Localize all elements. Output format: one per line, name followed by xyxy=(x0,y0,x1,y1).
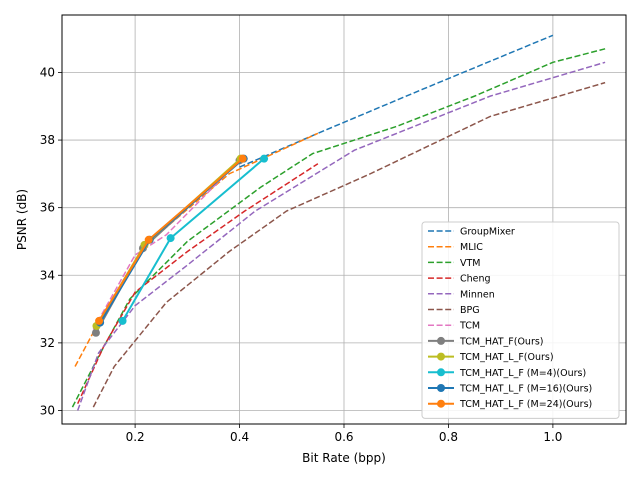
legend-marker xyxy=(437,384,445,392)
x-tick-label: 0.6 xyxy=(334,430,353,444)
legend-marker xyxy=(437,399,445,408)
legend-entry: GroupMixer xyxy=(460,227,515,238)
data-point-tcm-hat-l-f-m-24-ours xyxy=(144,235,153,244)
y-tick-label: 32 xyxy=(40,336,55,350)
series-line-tcm-hat-l-f-m-4-ours xyxy=(121,157,265,322)
series-line-groupmixer xyxy=(239,34,554,168)
data-point-tcm-hat-l-f-m-24-ours xyxy=(95,316,104,325)
legend-entry: Cheng xyxy=(460,274,491,285)
legend-entry: TCM xyxy=(459,321,480,332)
legend-entry: TCM_HAT_F(Ours) xyxy=(459,336,544,347)
data-point-tcm-hat-f-ours xyxy=(91,328,100,337)
legend-entry: Minnen xyxy=(460,289,495,300)
series-line-tcm-hat-f-ours xyxy=(95,159,241,334)
series-line-vtm xyxy=(71,48,606,408)
series-line-tcm xyxy=(92,159,241,330)
legend-marker xyxy=(437,352,445,361)
axis-ticks: 0.2 0.4 0.6 0.8 1.0 30 32 34 36 38 40 xyxy=(40,65,563,444)
series-line-cheng xyxy=(76,163,319,405)
series-line-minnen xyxy=(76,61,606,411)
y-axis-label: PSNR (dB) xyxy=(15,189,29,250)
legend: GroupMixer MLIC VTM Cheng Minnen BPG TCM TCM_HA… xyxy=(421,221,620,419)
legend-box xyxy=(421,221,620,419)
y-tick-label: 40 xyxy=(40,65,55,79)
x-tick-label: 0.2 xyxy=(126,430,145,444)
legend-marker xyxy=(437,368,445,377)
legend-entry: VTM xyxy=(460,258,481,269)
data-point-tcm-hat-l-f-m-4-ours xyxy=(118,316,127,325)
legend-entry: TCM_HAT_L_F(Ours) xyxy=(459,352,554,363)
x-tick-label: 0.8 xyxy=(439,430,458,444)
legend-entry: TCM_HAT_L_F (M=24)(Ours) xyxy=(459,399,592,410)
legend-entry: TCM_HAT_L_F (M=16)(Ours) xyxy=(459,384,592,395)
y-tick-label: 34 xyxy=(40,268,55,282)
legend-marker xyxy=(437,336,445,345)
x-tick-label: 1.0 xyxy=(543,430,562,444)
data-point-tcm-hat-l-f-m-24-ours xyxy=(238,154,247,163)
legend-entry: TCM_HAT_L_F (M=4)(Ours) xyxy=(459,368,586,379)
series-layer xyxy=(71,34,606,411)
x-tick-label: 0.4 xyxy=(230,430,249,444)
series-line-bpg xyxy=(92,81,606,408)
y-tick-label: 36 xyxy=(40,201,55,215)
y-tick-label: 30 xyxy=(40,403,55,417)
grid xyxy=(62,15,626,424)
data-point-tcm-hat-l-f-m-4-ours xyxy=(166,234,175,243)
legend-entry: BPG xyxy=(460,305,480,316)
x-axis-label: Bit Rate (bpp) xyxy=(302,451,386,465)
y-tick-label: 38 xyxy=(40,133,55,147)
legend-entry: MLIC xyxy=(460,242,483,253)
data-point-tcm-hat-l-f-m-4-ours xyxy=(260,154,269,163)
